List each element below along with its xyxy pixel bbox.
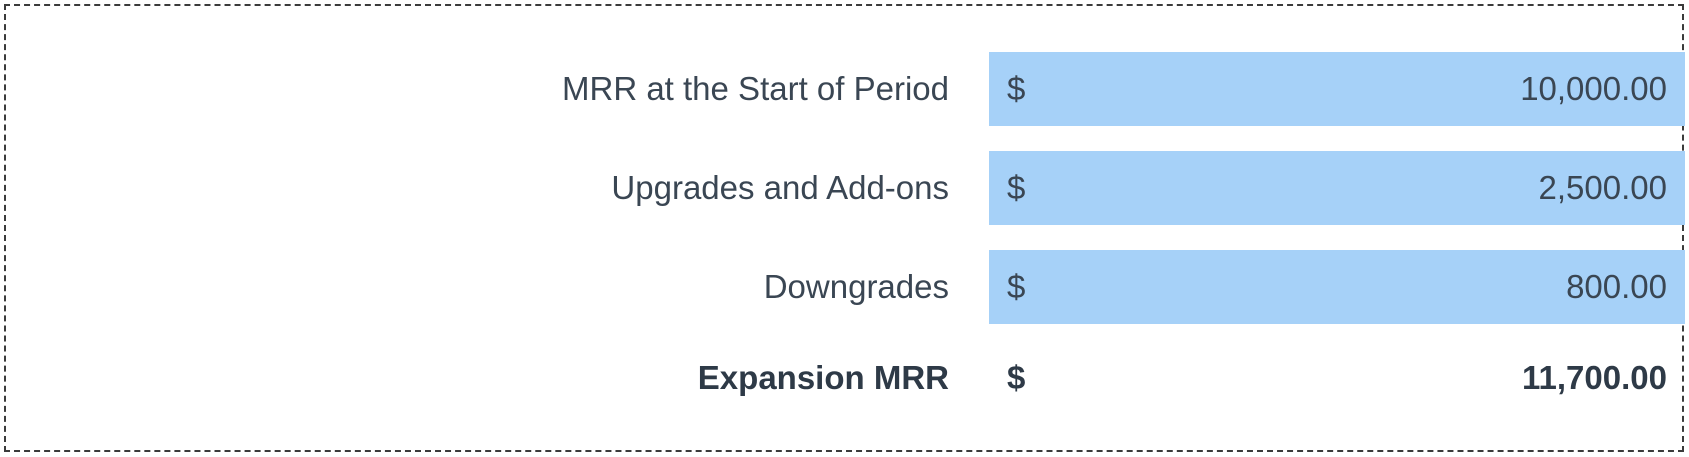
calculator-frame (4, 4, 1684, 452)
row-label: MRR at the Start of Period (562, 70, 949, 107)
expansion-mrr-value: 11,700.00 (1522, 359, 1667, 396)
currency-symbol: $ (1007, 268, 1026, 305)
row-mrr-start: MRR at the Start of Period $ 10,000.00 (0, 52, 1689, 126)
row-upgrades: Upgrades and Add-ons $ 2,500.00 (0, 151, 1689, 225)
currency-symbol: $ (1007, 169, 1026, 206)
downgrades-value: 800.00 (1566, 268, 1667, 305)
mrr-start-value: 10,000.00 (1520, 70, 1667, 107)
row-expansion-mrr: Expansion MRR $ 11,700.00 (0, 341, 1689, 415)
total-label: Expansion MRR (697, 359, 949, 396)
mrr-start-input[interactable]: $ 10,000.00 (989, 52, 1685, 126)
currency-symbol: $ (1007, 70, 1026, 107)
expansion-mrr-result: $ 11,700.00 (989, 341, 1685, 415)
row-downgrades: Downgrades $ 800.00 (0, 250, 1689, 324)
upgrades-value: 2,500.00 (1538, 169, 1667, 206)
row-label: Upgrades and Add-ons (611, 169, 949, 206)
downgrades-input[interactable]: $ 800.00 (989, 250, 1685, 324)
currency-symbol: $ (1007, 359, 1026, 396)
row-label: Downgrades (763, 268, 949, 305)
upgrades-input[interactable]: $ 2,500.00 (989, 151, 1685, 225)
